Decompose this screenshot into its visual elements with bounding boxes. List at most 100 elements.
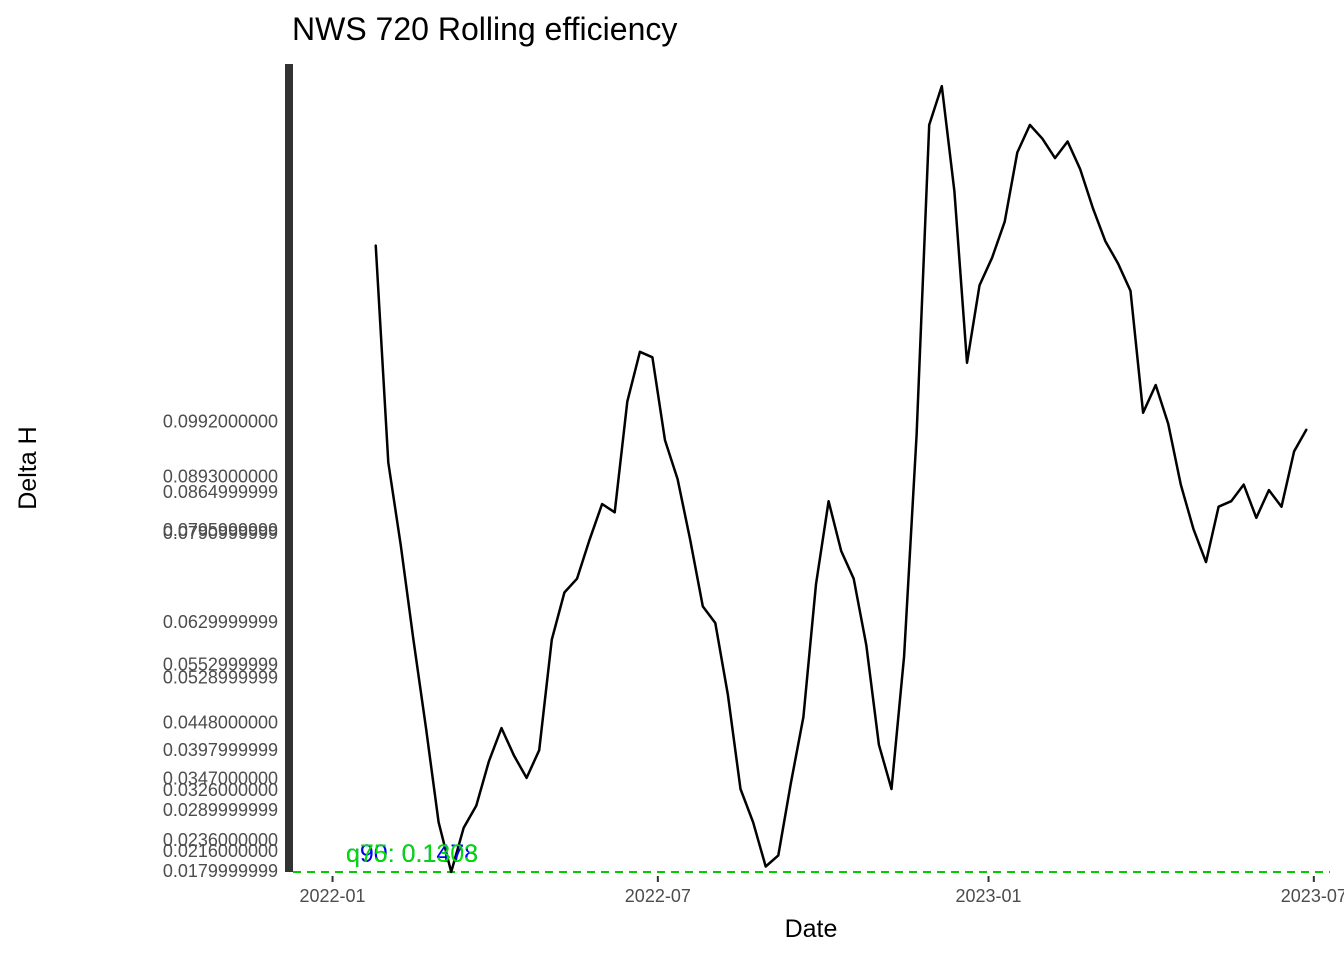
data-point xyxy=(1305,428,1308,431)
data-point xyxy=(1154,384,1157,386)
data-point xyxy=(802,716,805,718)
data-point xyxy=(1180,483,1182,486)
data-point xyxy=(727,694,729,696)
data-point xyxy=(1054,157,1056,159)
data-point xyxy=(1142,411,1144,414)
data-point xyxy=(538,749,540,751)
data-point xyxy=(1129,290,1132,292)
series-layer xyxy=(374,84,1308,874)
data-point xyxy=(576,577,578,580)
y-tick-label: 0.0790999999 xyxy=(163,523,278,543)
data-point xyxy=(1117,262,1119,265)
data-point xyxy=(513,755,515,757)
y-tick-label: 0.0347000000 xyxy=(163,768,278,788)
data-point xyxy=(752,821,754,823)
data-point xyxy=(890,788,893,790)
data-point xyxy=(1041,137,1044,140)
x-axis-ticks: 2022-01 2022-07 2023-01 2023-07 xyxy=(300,876,1344,906)
data-point xyxy=(551,638,553,641)
data-point xyxy=(488,760,490,763)
data-point xyxy=(764,865,767,868)
y-tick-label: 0.0216000000 xyxy=(163,841,278,861)
data-point xyxy=(525,777,528,779)
chart-title: NWS 720 Rolling efficiency xyxy=(292,11,677,47)
data-point xyxy=(425,727,427,729)
data-point xyxy=(978,284,981,287)
data-point xyxy=(991,256,993,259)
y-tick-label: 0.0289999999 xyxy=(163,800,278,820)
y-tick-label: 0.0795999999 xyxy=(163,520,278,540)
x-tick-label: 2023-07 xyxy=(1281,886,1344,906)
data-point xyxy=(1268,489,1270,491)
data-point xyxy=(878,743,880,746)
data-point xyxy=(714,622,717,624)
y-tick-label: 0.0864999999 xyxy=(163,482,278,502)
y-tick-label: 0.0629999999 xyxy=(163,612,278,632)
y-axis-title: Delta H xyxy=(14,426,42,509)
quantile-label: q90: 0.1478 xyxy=(346,840,478,868)
x-tick-label: 2023-01 xyxy=(955,886,1021,906)
data-point xyxy=(815,583,817,585)
data-point xyxy=(777,854,780,857)
y-tick-label: 0.0448000000 xyxy=(163,713,278,733)
y-tick-label: 0.0397999999 xyxy=(163,740,278,760)
y-tick-label: 0.0893000000 xyxy=(163,466,278,486)
y-tick-label: 0.0552999999 xyxy=(163,654,278,674)
data-point xyxy=(1167,422,1169,425)
data-point xyxy=(739,788,742,790)
data-point xyxy=(676,478,679,480)
x-tick-label: 2022-01 xyxy=(300,886,366,906)
data-point xyxy=(941,85,943,87)
data-point xyxy=(1242,483,1245,486)
data-point xyxy=(1104,240,1107,242)
data-point xyxy=(915,434,918,436)
data-point xyxy=(840,550,842,552)
data-point xyxy=(664,439,666,442)
data-point xyxy=(400,544,402,547)
data-point xyxy=(1066,140,1069,143)
data-point xyxy=(475,804,478,807)
data-point xyxy=(1003,220,1006,223)
series-line xyxy=(374,84,1308,874)
data-point xyxy=(1217,505,1220,508)
data-point xyxy=(412,638,415,641)
data-point xyxy=(1092,207,1094,209)
data-point xyxy=(852,577,855,580)
data-point xyxy=(702,605,704,608)
x-tick-label: 2022-07 xyxy=(625,886,691,906)
quantile-label: q75: 0.1303 xyxy=(346,840,478,868)
data-point xyxy=(689,539,691,541)
data-point xyxy=(953,190,956,193)
data-point xyxy=(588,539,591,541)
data-point xyxy=(563,591,566,594)
data-point xyxy=(613,511,616,514)
data-point xyxy=(387,461,390,464)
data-point xyxy=(450,871,453,873)
data-point xyxy=(639,351,641,353)
y-tick-label: 0.0528999999 xyxy=(163,668,278,688)
data-point xyxy=(1280,505,1283,508)
y-axis-bar xyxy=(285,64,293,872)
y-tick-label: 0.0179999999 xyxy=(163,861,278,881)
y-tick-label: 0.0236000000 xyxy=(163,830,278,850)
data-point xyxy=(966,362,968,364)
data-point xyxy=(1029,124,1031,126)
data-point xyxy=(1293,450,1295,453)
data-point xyxy=(1255,517,1258,519)
y-tick-label: 0.0326000000 xyxy=(163,780,278,800)
data-point xyxy=(500,727,503,729)
data-point xyxy=(462,826,465,829)
data-point xyxy=(865,644,868,646)
data-point xyxy=(1205,561,1207,563)
data-point xyxy=(827,500,830,503)
data-point xyxy=(903,655,905,657)
data-point xyxy=(651,356,654,359)
data-point xyxy=(1016,151,1019,154)
data-point xyxy=(1192,528,1195,530)
data-point xyxy=(928,124,930,126)
data-point xyxy=(626,400,629,403)
y-tick-label: 0.0992000000 xyxy=(163,412,278,432)
